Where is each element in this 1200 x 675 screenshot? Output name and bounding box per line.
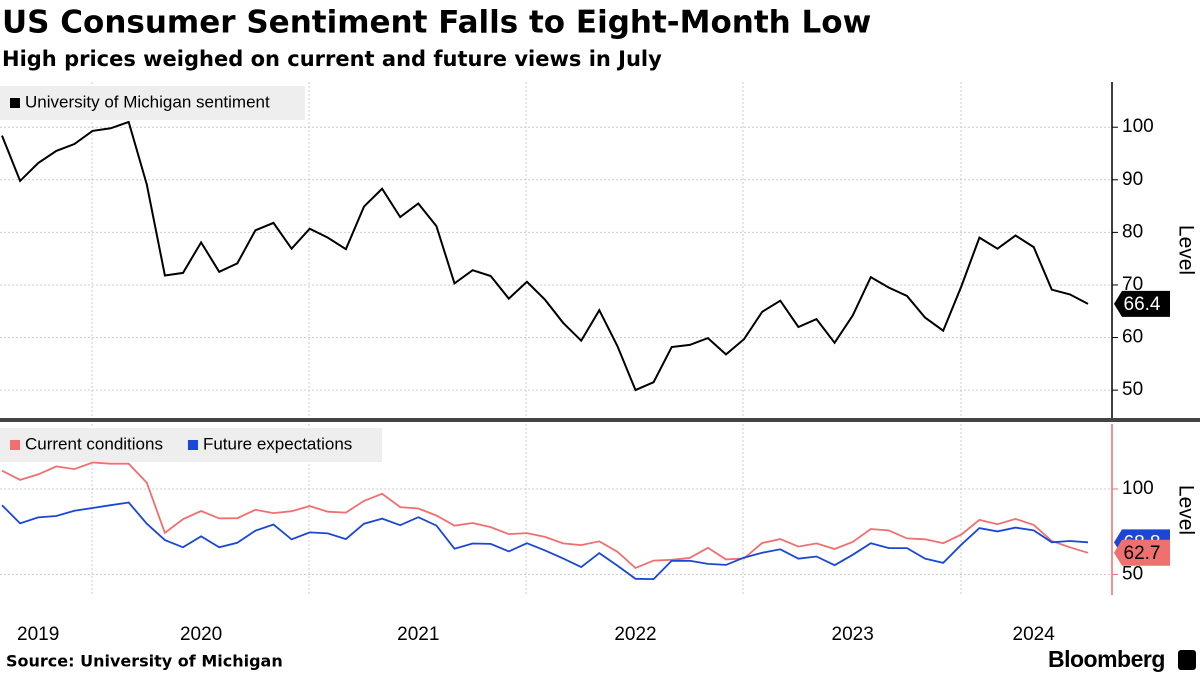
panel-divider [0,418,1200,422]
y-tick-label: 50 [1122,379,1143,400]
y-tick-label: 50 [1122,563,1143,584]
legend-swatch [10,98,20,108]
chart-title: US Consumer Sentiment Falls to Eight-Mon… [2,5,871,41]
line [1,461,1089,570]
y-tick-label: 90 [1122,169,1143,190]
brand: Bloomberg [1048,646,1165,672]
end-label-box [1114,290,1170,317]
y-tick-label: 100 [1122,116,1154,137]
x-tick-label: 2019 [17,624,59,645]
legend-label: Future expectations [203,434,352,453]
line [1,501,1089,581]
end-label: 62.7 [1124,543,1161,564]
brand-icon [1178,650,1196,670]
line [1,120,1089,392]
x-tick-label: 2022 [614,624,656,645]
legend-label: Current conditions [25,434,163,453]
legend-swatch [10,440,20,450]
y-tick-label: 60 [1122,327,1143,348]
y-tick-label: 80 [1122,221,1143,242]
x-tick-label: 2023 [832,624,874,645]
y-tick-label: 70 [1122,274,1143,295]
x-tick-label: 2024 [1013,624,1056,645]
source: Source: University of Michigan [6,652,283,671]
y-axis-label: Level [1174,485,1197,535]
y-axis-label: Level [1174,225,1197,275]
legend-swatch [187,440,198,450]
legend-label: University of Michigan sentiment [25,92,270,111]
x-tick-label: 2020 [180,624,222,645]
end-label-box [1114,539,1170,566]
legend-box [0,86,305,120]
end-label: 66.4 [1124,294,1161,315]
x-tick-label: 2021 [397,624,439,645]
chart-subtitle: High prices weighed on current and futur… [2,47,662,71]
y-tick-label: 100 [1122,478,1154,499]
